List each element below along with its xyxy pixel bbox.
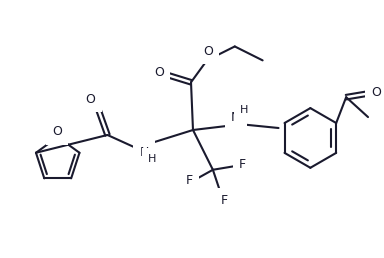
- Text: F: F: [185, 174, 193, 187]
- Text: H: H: [240, 105, 248, 115]
- Text: O: O: [371, 86, 381, 99]
- Text: F: F: [220, 194, 227, 207]
- Text: H: H: [148, 154, 156, 164]
- Text: N: N: [139, 146, 149, 159]
- Text: O: O: [52, 125, 62, 139]
- Text: F: F: [239, 158, 246, 171]
- Text: O: O: [86, 93, 96, 106]
- Text: O: O: [203, 45, 213, 58]
- Text: O: O: [154, 66, 164, 79]
- Text: N: N: [231, 111, 240, 124]
